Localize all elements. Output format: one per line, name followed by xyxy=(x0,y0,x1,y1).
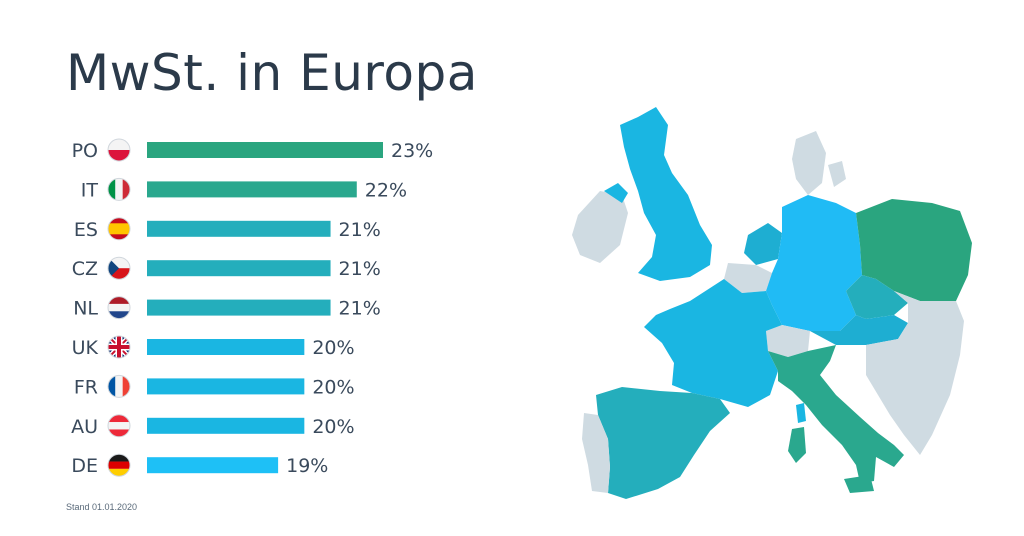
value-label: 19% xyxy=(286,455,328,477)
value-label: 23% xyxy=(391,140,433,162)
bar xyxy=(147,220,331,237)
denmark-islands-shape xyxy=(828,161,846,187)
ireland-shape xyxy=(572,191,628,263)
czech-shape xyxy=(846,275,908,319)
europe-map xyxy=(572,107,972,499)
bar xyxy=(147,339,305,355)
category-label: ES xyxy=(74,219,98,241)
poland-flag-icon xyxy=(107,138,131,162)
bar xyxy=(147,457,279,474)
category-label: IT xyxy=(81,179,99,201)
bar-row: UK 20% xyxy=(72,335,355,359)
netherlands-shape xyxy=(744,223,782,265)
value-label: 22% xyxy=(365,179,407,201)
corsica-shape xyxy=(796,403,806,423)
value-label: 21% xyxy=(339,219,381,241)
germany-flag-icon xyxy=(107,453,131,477)
denmark-shape xyxy=(792,131,826,195)
poland-shape xyxy=(856,199,972,301)
switzerland-shape xyxy=(766,325,810,357)
value-label: 20% xyxy=(312,416,354,438)
uk-flag-icon xyxy=(107,335,131,359)
italy-flag-icon xyxy=(107,177,131,201)
category-label: FR xyxy=(74,376,98,398)
bar-row: PO 23% xyxy=(72,138,433,162)
bar-chart: PO 23% IT 22% ES 21% CZ 21% NL 21% UK 20% FR 20% AU 20%… xyxy=(71,138,433,477)
sardinia-shape xyxy=(788,427,806,463)
eastern-europe-shape xyxy=(866,291,964,455)
spain-shape xyxy=(596,387,730,499)
bar-row: FR 20% xyxy=(74,374,355,398)
austria-shape xyxy=(810,315,908,345)
value-label: 21% xyxy=(339,258,381,280)
bar xyxy=(147,378,305,395)
page-title: MwSt. in Europa xyxy=(66,44,478,102)
value-label: 21% xyxy=(339,298,381,320)
northern-ireland-shape xyxy=(604,183,628,203)
category-label: CZ xyxy=(72,258,98,280)
bar xyxy=(147,142,383,158)
belgium-shape xyxy=(724,263,772,293)
category-label: AU xyxy=(71,416,98,438)
value-label: 20% xyxy=(312,337,354,359)
category-label: DE xyxy=(71,455,98,477)
footnote: Stand 01.01.2020 xyxy=(66,502,138,512)
austria-flag-icon xyxy=(107,414,131,438)
bar-row: CZ 21% xyxy=(72,256,381,280)
portugal-shape xyxy=(582,413,610,493)
value-label: 20% xyxy=(312,376,354,398)
bar-row: DE 19% xyxy=(71,453,328,477)
bar xyxy=(147,181,357,198)
spain-flag-icon xyxy=(107,217,131,241)
bar-row: IT 22% xyxy=(81,177,407,201)
category-label: NL xyxy=(73,298,98,320)
uk-shape xyxy=(620,107,712,281)
czech-flag-icon xyxy=(107,256,131,280)
germany-shape xyxy=(766,195,862,331)
netherlands-flag-icon xyxy=(107,296,131,320)
bar xyxy=(147,299,331,316)
bar-row: AU 20% xyxy=(71,414,355,438)
france-flag-icon xyxy=(107,374,131,398)
category-label: UK xyxy=(72,337,99,359)
france-shape xyxy=(644,279,782,407)
category-label: PO xyxy=(72,140,98,162)
sicily-shape xyxy=(844,475,874,493)
bar-row: ES 21% xyxy=(74,217,381,241)
bar-row: NL 21% xyxy=(73,296,381,320)
italy-shape xyxy=(768,345,904,483)
bar xyxy=(147,417,305,434)
bar xyxy=(147,260,331,277)
